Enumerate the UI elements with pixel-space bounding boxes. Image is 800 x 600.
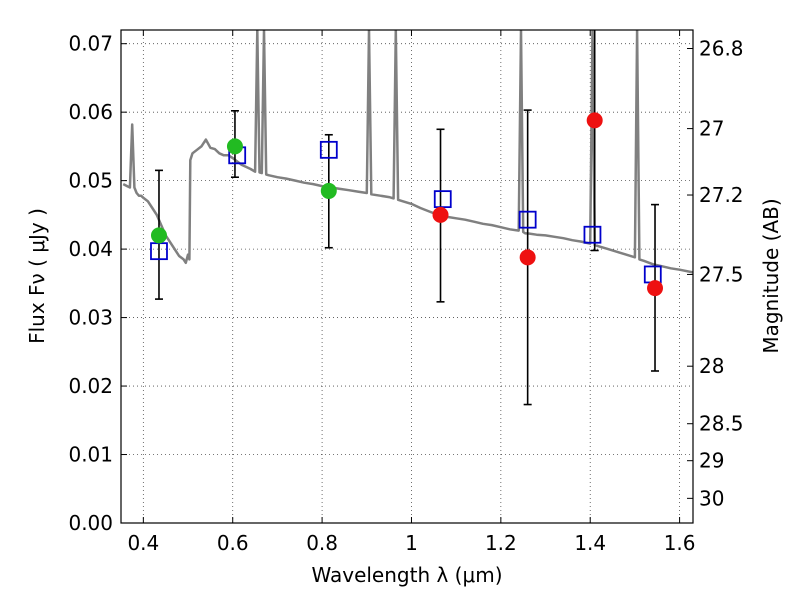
x-tick-label: 0.6	[217, 531, 249, 555]
observed-point-red	[519, 249, 536, 266]
y2-tick-label: 26.8	[699, 36, 744, 60]
y-tick-label: 0.06	[68, 100, 113, 124]
observed-point-red	[586, 112, 603, 129]
grid-layer	[121, 30, 693, 524]
y-tick-label: 0.01	[68, 443, 113, 467]
x-tick-label: 1.4	[574, 531, 606, 555]
y2-tick-label: 30	[699, 486, 724, 510]
x-axis-label: Wavelength λ (μm)	[311, 563, 502, 587]
y2-tick-label: 29	[699, 449, 724, 473]
y2-tick-label: 27.2	[699, 183, 744, 207]
observed-point-green	[150, 227, 167, 244]
y2-axis-label: Magnitude (AB)	[759, 198, 783, 353]
y2-tick-label: 27	[699, 117, 724, 141]
y-tick-label: 0.02	[68, 374, 113, 398]
x-tick-label: 0.4	[127, 531, 159, 555]
y-tick-label: 0.04	[68, 237, 113, 261]
observed-point-green	[320, 182, 337, 199]
x-tick-label: 0.8	[306, 531, 338, 555]
model-photometry-square	[319, 140, 338, 159]
observed-point-red	[647, 280, 664, 297]
x-tick-label: 1.6	[664, 531, 696, 555]
model-spectrum-line	[122, 30, 693, 274]
model-photometry-square	[643, 265, 662, 284]
model-photometry-square	[433, 190, 452, 209]
plot-frame	[120, 29, 694, 524]
y-axis-label: Flux Fν ( μJy )	[25, 208, 49, 344]
model-photometry-square	[518, 210, 537, 229]
x-tick-label: 1	[405, 531, 418, 555]
ticks-layer: 0.4 0.6 0.8 1 1.2 1.4 1.6 0.00 0.01 0.02 0.03 0.04 0…	[68, 30, 744, 555]
y-tick-label: 0.00	[68, 511, 113, 535]
observed-point-red	[432, 206, 449, 223]
y2-tick-label: 27.5	[699, 262, 744, 286]
y-tick-label: 0.05	[68, 169, 113, 193]
y2-tick-label: 28	[699, 354, 724, 378]
y-tick-label: 0.03	[68, 306, 113, 330]
model-photometry-square	[583, 225, 602, 244]
data-layer	[122, 30, 693, 406]
y2-tick-label: 28.5	[699, 412, 744, 436]
y-tick-label: 0.07	[68, 32, 113, 56]
observed-point-green	[226, 138, 243, 155]
x-tick-label: 1.2	[485, 531, 517, 555]
